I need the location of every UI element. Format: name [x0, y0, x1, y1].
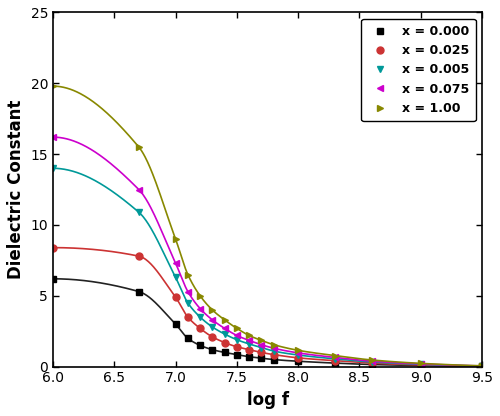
x = 0.075 — [258, 342, 264, 347]
x = 0.025 — [222, 340, 228, 345]
x = 0.075 — [295, 350, 301, 355]
x = 0.000 — [185, 336, 191, 341]
x = 0.025 — [197, 326, 203, 331]
x = 0.075 — [197, 306, 203, 311]
x = 1.00 — [258, 338, 264, 343]
x = 1.00 — [222, 317, 228, 322]
x = 1.00 — [418, 361, 424, 366]
x = 0.025 — [210, 334, 216, 339]
x = 0.075 — [246, 338, 252, 343]
x = 1.00 — [246, 333, 252, 338]
x = 0.000 — [418, 363, 424, 368]
x = 0.025 — [368, 361, 374, 366]
x = 0.000 — [246, 354, 252, 359]
x = 0.025 — [270, 352, 276, 357]
x = 0.075 — [368, 359, 374, 364]
x = 0.075 — [136, 187, 142, 192]
x = 1.00 — [50, 84, 56, 89]
x = 0.005 — [258, 345, 264, 350]
x = 0.075 — [50, 135, 56, 140]
Line: x = 0.025: x = 0.025 — [50, 244, 486, 370]
x = 1.00 — [136, 144, 142, 149]
x = 0.000 — [368, 362, 374, 367]
x = 0.000 — [136, 289, 142, 294]
x = 1.00 — [479, 363, 485, 368]
Line: x = 0.075: x = 0.075 — [50, 134, 486, 369]
x = 0.000 — [210, 347, 216, 352]
x = 1.00 — [210, 307, 216, 312]
x = 0.000 — [234, 352, 240, 357]
x = 0.005 — [210, 324, 216, 329]
x = 0.005 — [479, 364, 485, 369]
x = 0.075 — [270, 346, 276, 351]
x = 0.025 — [418, 362, 424, 367]
x = 1.00 — [295, 348, 301, 353]
x = 0.005 — [50, 166, 56, 171]
x = 1.00 — [172, 237, 178, 242]
x = 0.000 — [332, 361, 338, 366]
x = 0.075 — [479, 364, 485, 369]
x = 0.000 — [172, 322, 178, 327]
x = 0.075 — [234, 333, 240, 338]
x = 0.000 — [222, 350, 228, 355]
x = 1.00 — [368, 357, 374, 362]
x = 0.025 — [185, 314, 191, 319]
x = 0.005 — [172, 275, 178, 280]
x = 0.025 — [136, 254, 142, 259]
x = 0.005 — [185, 300, 191, 305]
x = 0.005 — [270, 349, 276, 354]
x = 0.075 — [222, 326, 228, 331]
x = 1.00 — [270, 342, 276, 347]
x = 0.005 — [246, 342, 252, 347]
x = 0.025 — [332, 358, 338, 363]
x = 0.075 — [172, 261, 178, 266]
x = 0.025 — [172, 295, 178, 300]
x = 0.000 — [258, 356, 264, 361]
x = 0.075 — [418, 362, 424, 366]
x = 0.025 — [50, 245, 56, 250]
x = 1.00 — [197, 293, 203, 298]
x = 0.000 — [295, 359, 301, 364]
x = 0.005 — [234, 337, 240, 342]
X-axis label: log f: log f — [246, 391, 288, 409]
x = 0.025 — [234, 344, 240, 349]
x = 0.025 — [295, 355, 301, 360]
x = 0.025 — [258, 350, 264, 355]
x = 0.005 — [418, 362, 424, 367]
x = 0.005 — [222, 332, 228, 337]
x = 0.075 — [332, 355, 338, 360]
x = 0.025 — [479, 364, 485, 369]
x = 0.005 — [136, 210, 142, 215]
x = 0.075 — [185, 289, 191, 294]
x = 0.000 — [479, 364, 485, 369]
x = 0.000 — [50, 276, 56, 281]
Line: x = 1.00: x = 1.00 — [50, 83, 486, 369]
x = 1.00 — [234, 326, 240, 331]
x = 0.005 — [368, 359, 374, 364]
x = 0.075 — [210, 317, 216, 322]
x = 0.005 — [332, 357, 338, 362]
Line: x = 0.000: x = 0.000 — [50, 275, 486, 370]
x = 0.000 — [270, 357, 276, 362]
Line: x = 0.005: x = 0.005 — [50, 165, 486, 369]
x = 1.00 — [185, 272, 191, 277]
Y-axis label: Dielectric Constant: Dielectric Constant — [7, 100, 25, 279]
x = 1.00 — [332, 353, 338, 358]
x = 0.005 — [197, 314, 203, 319]
Legend: x = 0.000, x = 0.025, x = 0.005, x = 0.075, x = 1.00: x = 0.000, x = 0.025, x = 0.005, x = 0.0… — [361, 19, 476, 121]
x = 0.025 — [246, 347, 252, 352]
x = 0.005 — [295, 352, 301, 357]
x = 0.000 — [197, 343, 203, 348]
